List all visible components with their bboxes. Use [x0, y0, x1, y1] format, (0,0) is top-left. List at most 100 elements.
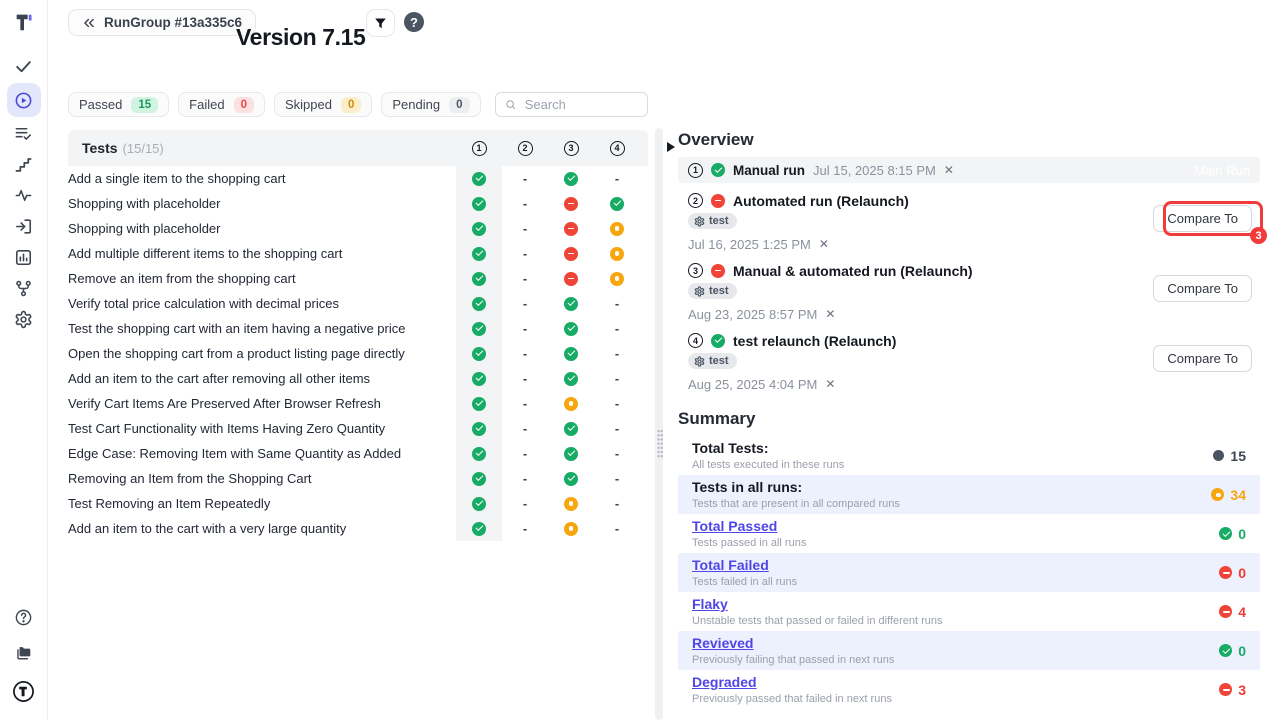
- help-icon[interactable]: [14, 608, 33, 632]
- test-row[interactable]: Test Cart Functionality with Items Havin…: [68, 416, 648, 441]
- projects-folder-icon[interactable]: [14, 644, 33, 668]
- summary-description: Tests failed in all runs: [692, 576, 1219, 588]
- test-row[interactable]: Removing an Item from the Shopping Cart …: [68, 466, 648, 491]
- test-row[interactable]: Add multiple different items to the shop…: [68, 241, 648, 266]
- branches-icon[interactable]: [7, 273, 41, 304]
- test-row[interactable]: Edge Case: Removing Item with Same Quant…: [68, 441, 648, 466]
- collapse-panel-arrow-icon[interactable]: [667, 142, 675, 152]
- summary-link[interactable]: Revieved: [692, 635, 1219, 651]
- remove-run-icon[interactable]: ✕: [825, 377, 835, 391]
- analytics-icon[interactable]: [7, 242, 41, 273]
- summary-value: 0: [1219, 565, 1246, 581]
- filter-funnel-button[interactable]: [366, 9, 395, 37]
- status-none: -: [502, 416, 548, 441]
- pulse-icon[interactable]: [7, 180, 41, 211]
- summary-label: Tests in all runs:: [692, 479, 1211, 495]
- test-name: Add an item to the cart after removing a…: [68, 371, 456, 386]
- summary-link[interactable]: Flaky: [692, 596, 1219, 612]
- back-to-rungroup-button[interactable]: RunGroup #13a335c6: [68, 9, 256, 36]
- panel-divider[interactable]: [655, 128, 663, 720]
- status-passed: [456, 416, 502, 441]
- run-tag[interactable]: test: [688, 213, 737, 229]
- remove-run-icon[interactable]: ✕: [825, 307, 835, 321]
- remove-run-icon[interactable]: ✕: [944, 163, 954, 177]
- status-none: -: [594, 491, 640, 516]
- filter-chip-failed[interactable]: Failed 0: [178, 92, 265, 117]
- status-passed: [548, 316, 594, 341]
- test-row[interactable]: Shopping with placeholder -: [68, 216, 648, 241]
- remove-run-icon[interactable]: ✕: [819, 237, 829, 251]
- test-row[interactable]: Open the shopping cart from a product li…: [68, 341, 648, 366]
- status-none: -: [502, 491, 548, 516]
- test-name: Shopping with placeholder: [68, 196, 456, 211]
- test-row[interactable]: Remove an item from the shopping cart -: [68, 266, 648, 291]
- test-name: Remove an item from the shopping cart: [68, 271, 456, 286]
- status-passed: [456, 341, 502, 366]
- filter-count-badge: 15: [131, 97, 158, 113]
- status-passed: [548, 366, 594, 391]
- status-none: -: [594, 416, 640, 441]
- summary-description: All tests executed in these runs: [692, 459, 1213, 471]
- status-skipped: [594, 266, 640, 291]
- status-failed: [548, 216, 594, 241]
- run-column-1[interactable]: 1: [472, 141, 487, 156]
- overview-title: Overview: [678, 130, 1260, 149]
- compare-to-button-run-4[interactable]: Compare To: [1153, 345, 1252, 372]
- summary-value: 15: [1213, 448, 1246, 464]
- test-row[interactable]: Verify Cart Items Are Preserved After Br…: [68, 391, 648, 416]
- test-name: Removing an Item from the Shopping Cart: [68, 471, 456, 486]
- failed-status-icon: [1219, 683, 1232, 696]
- test-row[interactable]: Add a single item to the shopping cart -…: [68, 166, 648, 191]
- test-row[interactable]: Shopping with placeholder -: [68, 191, 648, 216]
- summary-description: Previously failing that passed in next r…: [692, 654, 1219, 666]
- help-circle-button[interactable]: ?: [404, 12, 424, 32]
- status-none: -: [502, 266, 548, 291]
- chevrons-left-icon: [82, 16, 96, 30]
- import-icon[interactable]: [7, 211, 41, 242]
- test-row[interactable]: Add an item to the cart after removing a…: [68, 366, 648, 391]
- profile-avatar[interactable]: [12, 680, 35, 708]
- runs-play-icon[interactable]: [7, 83, 41, 117]
- filter-chip-skipped[interactable]: Skipped 0: [274, 92, 372, 117]
- test-plans-icon[interactable]: [7, 118, 41, 149]
- compare-to-button-run-2[interactable]: Compare To: [1153, 205, 1252, 232]
- filter-count-badge: 0: [341, 97, 361, 113]
- status-passed: [456, 491, 502, 516]
- search-input[interactable]: [523, 96, 638, 113]
- compare-to-button-run-3[interactable]: Compare To: [1153, 275, 1252, 302]
- test-row[interactable]: Add an item to the cart with a very larg…: [68, 516, 648, 541]
- status-skipped: [548, 491, 594, 516]
- summary-value: 3: [1219, 682, 1246, 698]
- tests-check-icon[interactable]: [7, 51, 41, 82]
- summary-link[interactable]: Total Passed: [692, 518, 1219, 534]
- status-skipped: [548, 516, 594, 541]
- run-column-4[interactable]: 4: [610, 141, 625, 156]
- steps-icon[interactable]: [7, 149, 41, 180]
- run-column-3[interactable]: 3: [564, 141, 579, 156]
- status-none: -: [594, 291, 640, 316]
- summary-link[interactable]: Degraded: [692, 674, 1219, 690]
- run-name: test relaunch (Relaunch): [733, 333, 896, 349]
- summary-rows: Total Tests: All tests executed in these…: [678, 436, 1260, 709]
- tests-table-counter: (15/15): [123, 141, 164, 156]
- summary-row: Tests in all runs: Tests that are presen…: [678, 475, 1260, 514]
- summary-link[interactable]: Total Failed: [692, 557, 1219, 573]
- failed-status-icon: [711, 264, 725, 278]
- test-row[interactable]: Verify total price calculation with deci…: [68, 291, 648, 316]
- test-name: Add an item to the cart with a very larg…: [68, 521, 456, 536]
- run-column-2[interactable]: 2: [518, 141, 533, 156]
- filter-chip-pending[interactable]: Pending 0: [381, 92, 480, 117]
- run-tag[interactable]: test: [688, 353, 737, 369]
- status-none: -: [502, 391, 548, 416]
- summary-value: 0: [1219, 643, 1246, 659]
- panel-resize-handle[interactable]: [657, 429, 663, 459]
- status-none: -: [502, 216, 548, 241]
- run-tag[interactable]: test: [688, 283, 737, 299]
- status-none: -: [594, 516, 640, 541]
- settings-gear-icon[interactable]: [7, 304, 41, 335]
- filter-chip-passed[interactable]: Passed 15: [68, 92, 169, 117]
- test-row[interactable]: Test Removing an Item Repeatedly --: [68, 491, 648, 516]
- summary-row: Total Failed Tests failed in all runs 0: [678, 553, 1260, 592]
- run-row-main[interactable]: 1 Manual run Jul 15, 2025 8:15 PM ✕ Main…: [678, 157, 1260, 183]
- test-row[interactable]: Test the shopping cart with an item havi…: [68, 316, 648, 341]
